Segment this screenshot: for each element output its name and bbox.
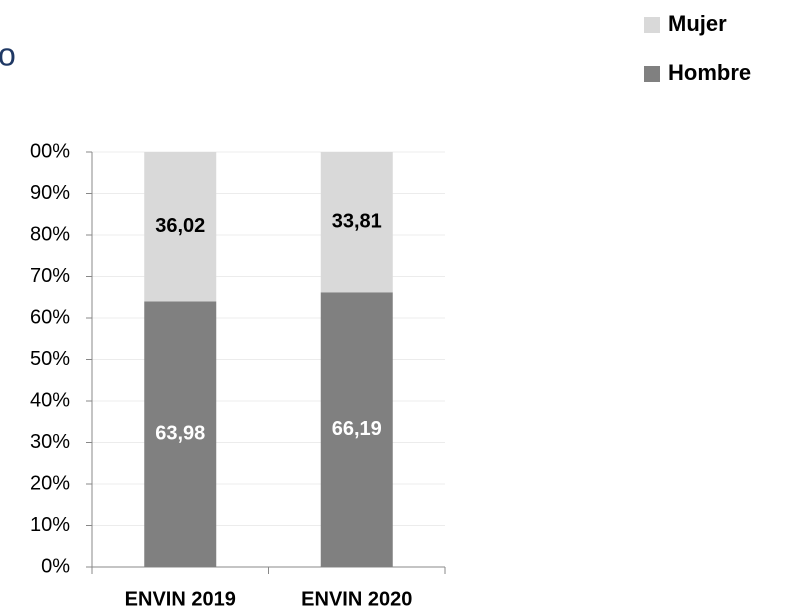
- y-tick-label: 10%: [30, 514, 70, 536]
- data-label: 36,02: [155, 215, 205, 237]
- legend-label: Hombre: [668, 60, 751, 85]
- bar-segment: [320, 152, 393, 293]
- y-tick-label: 70%: [30, 265, 70, 287]
- y-tick-label: 60%: [30, 306, 70, 328]
- y-tick-label: 00%: [30, 140, 70, 162]
- legend-label: Mujer: [668, 11, 727, 36]
- y-tick-label: 40%: [30, 389, 70, 411]
- chart-title: o: [0, 36, 16, 72]
- legend-swatch: [644, 66, 660, 82]
- y-tick-label: 90%: [30, 182, 70, 204]
- y-tick-label: 30%: [30, 431, 70, 453]
- x-tick-label: ENVIN 2019: [125, 588, 236, 610]
- y-tick-label: 50%: [30, 348, 70, 370]
- y-tick-label: 0%: [41, 555, 70, 577]
- data-label: 33,81: [332, 210, 382, 232]
- bar-segment: [320, 292, 393, 567]
- data-label: 66,19: [332, 418, 382, 440]
- x-tick-label: ENVIN 2020: [301, 588, 412, 610]
- data-label: 63,98: [155, 423, 205, 445]
- bar-segment: [144, 152, 217, 302]
- y-tick-label: 80%: [30, 223, 70, 245]
- y-tick-label: 20%: [30, 472, 70, 494]
- legend-swatch: [644, 17, 660, 33]
- bar-segment: [144, 301, 217, 567]
